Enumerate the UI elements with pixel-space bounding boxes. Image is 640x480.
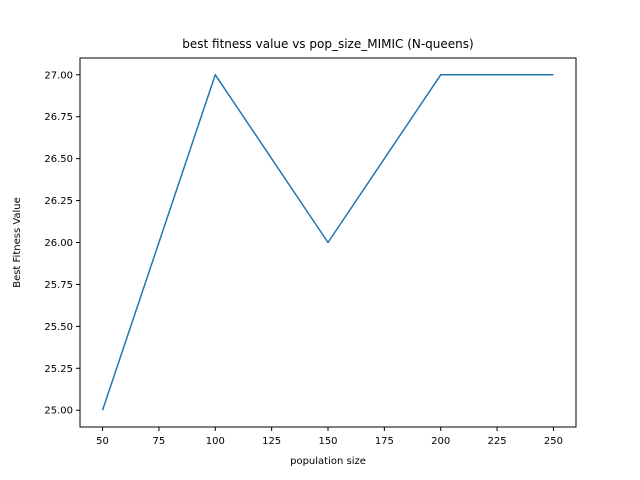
y-tick-label: 25.00 xyxy=(44,406,73,417)
series-line xyxy=(101,74,554,411)
y-axis-label: Best Fitness Value xyxy=(12,197,23,288)
x-tick-label: 150 xyxy=(318,436,337,447)
y-tick-label: 27.00 xyxy=(44,70,73,81)
y-tick-label: 26.25 xyxy=(44,196,73,207)
y-tick-label: 25.25 xyxy=(44,364,73,375)
x-tick-label: 100 xyxy=(206,436,225,447)
y-tick-label: 25.50 xyxy=(44,322,73,333)
x-tick-label: 125 xyxy=(262,436,281,447)
x-tick-label: 225 xyxy=(488,436,507,447)
x-axis-label: population size xyxy=(290,456,366,467)
y-tick-label: 26.00 xyxy=(44,238,73,249)
axis-ticks: 50 75 100 125 150 175 200 225 250 25.00 25.25 25.50… xyxy=(44,70,563,447)
axes-frame xyxy=(79,57,577,428)
x-tick-label: 75 xyxy=(153,436,166,447)
chart-title: best fitness value vs pop_size_MIMIC (N-… xyxy=(182,37,473,51)
x-tick-label: 50 xyxy=(96,436,109,447)
x-tick-label: 175 xyxy=(375,436,394,447)
y-tick-label: 26.75 xyxy=(44,112,73,123)
x-tick-label: 250 xyxy=(544,436,563,447)
y-tick-label: 25.75 xyxy=(44,280,73,291)
x-tick-label: 200 xyxy=(431,436,450,447)
y-tick-label: 26.50 xyxy=(44,154,73,165)
plot-area xyxy=(101,74,554,411)
